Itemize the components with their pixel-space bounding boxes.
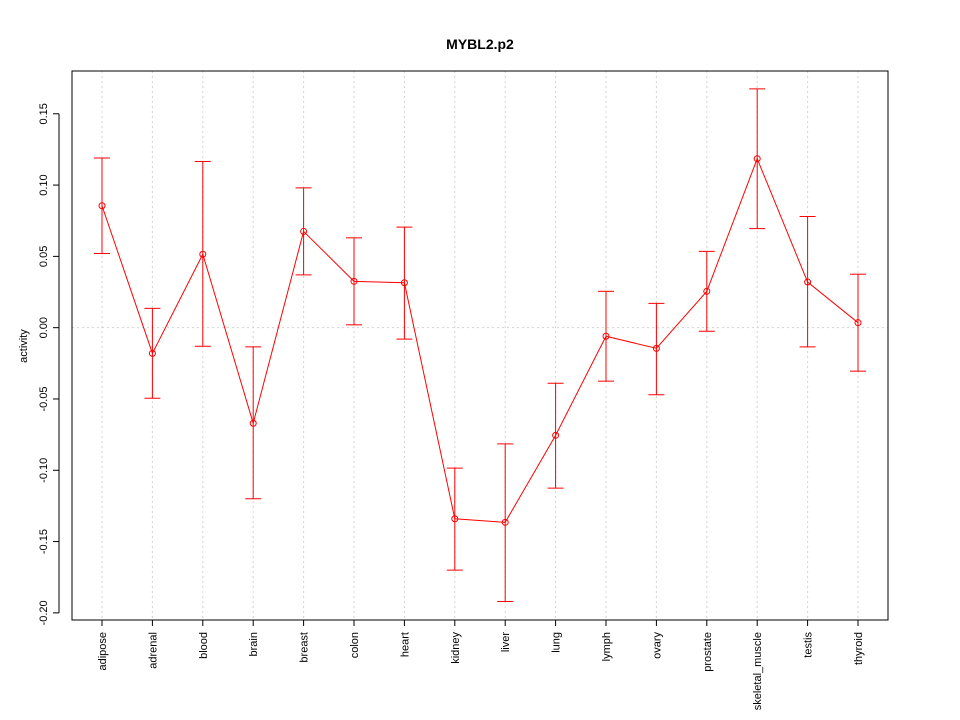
x-tick-label-adipose: adipose xyxy=(97,632,109,671)
data-point-liver xyxy=(501,518,509,526)
y-tick-label: -0.05 xyxy=(38,386,50,411)
x-tick-label-heart: heart xyxy=(399,632,411,657)
y-tick-label: 0.00 xyxy=(38,317,50,338)
x-tick-label-thyroid: thyroid xyxy=(853,632,865,665)
data-point-lung xyxy=(552,431,560,439)
data-point-brain xyxy=(249,419,257,427)
x-tick-label-lung: lung xyxy=(551,632,563,653)
data-point-testis xyxy=(804,278,812,286)
data-point-adipose xyxy=(98,202,106,210)
y-tick-label: -0.15 xyxy=(38,529,50,554)
y-tick-label: 0.05 xyxy=(38,246,50,267)
data-point-prostate xyxy=(703,287,711,295)
y-tick-label: 0.10 xyxy=(38,174,50,195)
x-tick-label-brain: brain xyxy=(248,632,260,656)
x-tick-label-ovary: ovary xyxy=(651,632,663,659)
x-tick-label-lymph: lymph xyxy=(601,632,613,661)
data-point-skeletal_muscle xyxy=(753,155,761,163)
data-point-colon xyxy=(350,277,358,285)
x-tick-label-prostate: prostate xyxy=(702,632,714,672)
x-tick-label-adrenal: adrenal xyxy=(147,632,159,669)
data-point-breast xyxy=(300,227,308,235)
series-activity xyxy=(94,88,866,602)
y-axis: -0.20 -0.15 -0.10 -0.05 0.00 0.05 0.10 0.15 xyxy=(38,103,60,625)
x-tick-label-testis: testis xyxy=(803,632,815,658)
y-axis-label: activity xyxy=(18,329,30,363)
data-point-thyroid xyxy=(854,319,862,327)
x-tick-label-kidney: kidney xyxy=(450,632,462,664)
plot-frame xyxy=(71,70,889,621)
series-line xyxy=(101,157,859,523)
data-point-heart xyxy=(400,279,408,287)
x-tick-label-blood: blood xyxy=(198,632,210,659)
data-point-ovary xyxy=(652,344,660,352)
data-point-blood xyxy=(199,250,207,258)
chart-title: MYBL2.p2 xyxy=(446,36,514,52)
data-point-lymph xyxy=(602,332,610,340)
x-axis: adipose adrenal blood brain breast colon heart… xyxy=(97,619,865,710)
x-tick-label-skeletal_muscle: skeletal_muscle xyxy=(752,632,764,710)
x-tick-label-colon: colon xyxy=(349,632,361,658)
x-tick-label-liver: liver xyxy=(500,632,512,653)
data-point-kidney xyxy=(451,515,459,523)
y-tick-label: -0.10 xyxy=(38,458,50,483)
x-tick-label-breast: breast xyxy=(299,632,311,663)
data-point-adrenal xyxy=(148,349,156,357)
y-tick-label: -0.20 xyxy=(38,600,50,625)
y-tick-label: 0.15 xyxy=(38,103,50,124)
grid xyxy=(72,71,888,620)
